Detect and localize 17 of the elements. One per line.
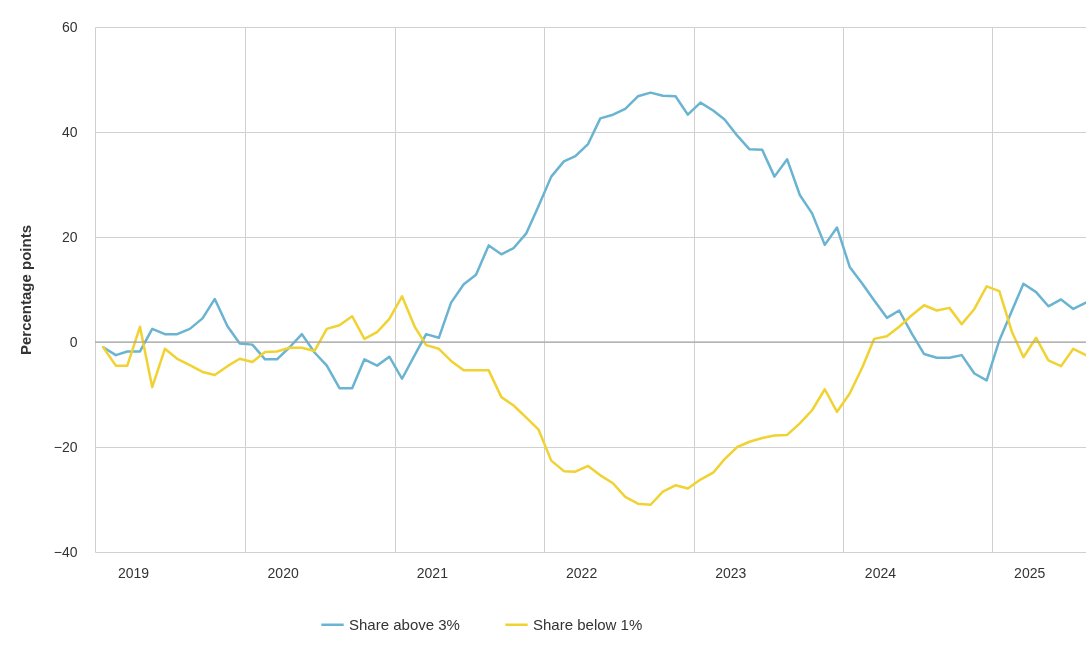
legend-label: Share below 1% — [533, 615, 643, 633]
x-tick-label: 2021 — [416, 564, 449, 581]
y-tick-label: 60 — [61, 18, 78, 35]
y-axis-title: Percentage points — [16, 224, 34, 356]
line-series — [101, 285, 1086, 506]
x-tick-label: 2025 — [1014, 564, 1046, 581]
y-tick-label: 40 — [61, 123, 78, 140]
x-tick-label: 2019 — [117, 564, 150, 581]
legend-label: Share above 3% — [349, 615, 460, 633]
x-tick-label: 2020 — [267, 564, 299, 581]
x-tick-label: 2023 — [715, 564, 747, 581]
y-tick-label: 0 — [69, 333, 78, 350]
y-tick-label: −40 — [53, 543, 78, 560]
y-tick-label: −20 — [53, 438, 78, 455]
x-tick-label: 2022 — [566, 564, 598, 581]
y-tick-label: 20 — [61, 228, 78, 245]
x-tick-label: 2024 — [864, 564, 897, 581]
